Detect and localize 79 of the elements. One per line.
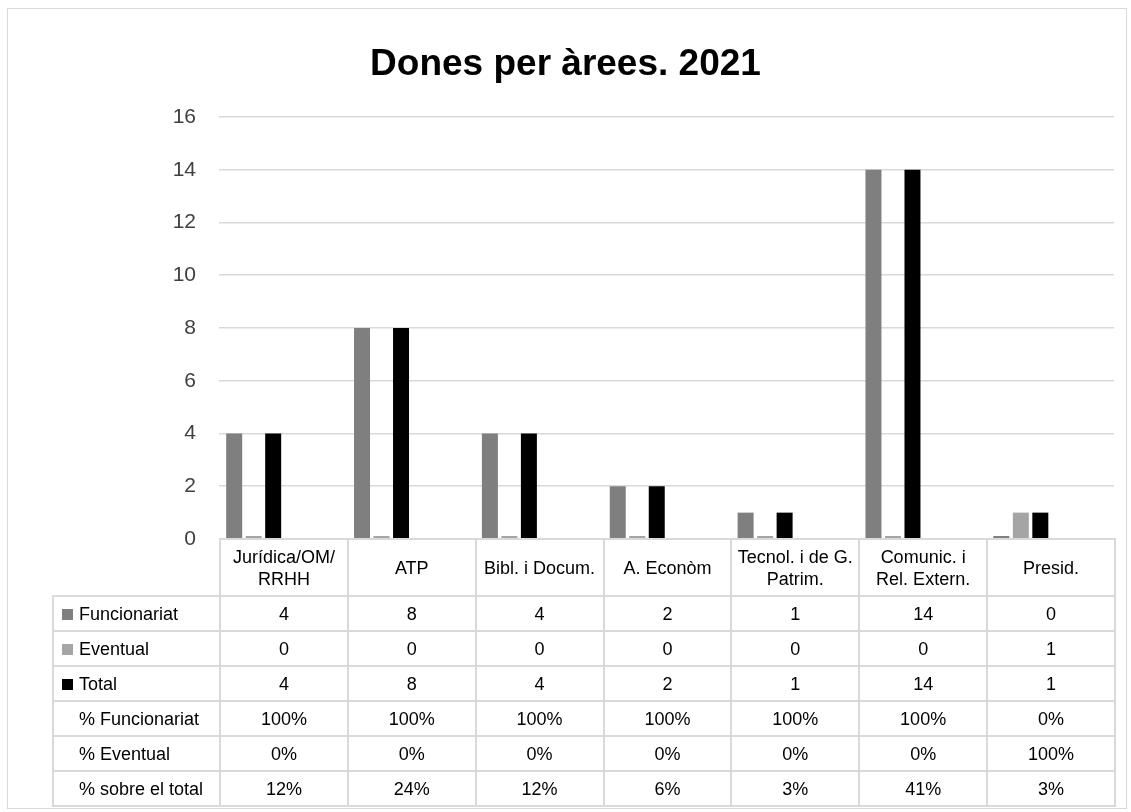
- y-tick-label: 14: [172, 156, 197, 180]
- y-tick-label: 2: [184, 473, 196, 497]
- text: 0%: [654, 743, 681, 764]
- bar: [648, 486, 665, 539]
- data-label: 8: [347, 666, 476, 701]
- text: % Eventual: [79, 743, 171, 764]
- bar: [776, 512, 793, 539]
- y-tick-label: 16: [172, 103, 196, 127]
- text: 100%: [1027, 743, 1074, 764]
- bar: [609, 486, 626, 539]
- data-label: 0: [987, 596, 1115, 631]
- y-tick-label: 12: [172, 209, 196, 233]
- bar: [737, 512, 754, 539]
- bar: [354, 328, 371, 539]
- text: 100%: [772, 708, 819, 729]
- data-label: 0: [859, 631, 988, 666]
- x-tick-label: Presid.: [987, 539, 1115, 596]
- y-tick-label: 10: [172, 262, 196, 286]
- data-label: 1: [731, 666, 860, 701]
- data-label: 0: [603, 631, 732, 666]
- data-label: 14: [859, 666, 988, 701]
- text: 0%: [398, 743, 425, 764]
- data-label: 1: [987, 631, 1115, 666]
- data-label: 8: [347, 596, 476, 631]
- data-label: 14: [859, 596, 988, 631]
- text: 0%: [526, 743, 553, 764]
- text: 24%: [393, 778, 430, 799]
- text: 100%: [516, 708, 563, 729]
- legend-label: Total: [79, 673, 118, 694]
- text: 12%: [265, 778, 302, 799]
- data-label: 0: [475, 631, 604, 666]
- data-label: 2: [603, 666, 732, 701]
- bar: [265, 433, 282, 539]
- bar: [226, 433, 243, 539]
- y-tick-label: 0: [184, 525, 196, 549]
- y-tick-label: 4: [184, 420, 197, 444]
- legend-label: Eventual: [79, 638, 150, 659]
- bar: [1012, 512, 1029, 539]
- text: % sobre el total: [79, 778, 204, 799]
- data-label: 0: [220, 631, 348, 666]
- y-tick-label: 8: [184, 314, 196, 338]
- data-label: 4: [220, 666, 348, 701]
- text: 3%: [1037, 778, 1064, 799]
- data-label: 4: [475, 666, 604, 701]
- data-label: 4: [475, 596, 604, 631]
- bar: [1032, 512, 1049, 539]
- data-label: 2: [603, 596, 732, 631]
- text: 100%: [260, 708, 307, 729]
- text: % Funcionariat: [79, 708, 200, 729]
- text: 100%: [900, 708, 947, 729]
- text: 100%: [388, 708, 435, 729]
- chart-title: Dones per àrees. 2021: [369, 42, 762, 83]
- bar: [520, 433, 537, 539]
- bar: [393, 328, 410, 539]
- bar: [481, 433, 498, 539]
- x-tick-label: Tecnol. i de G. Patrim.: [731, 539, 860, 596]
- bar: [904, 169, 921, 539]
- x-tick-label: A. Econòm: [603, 539, 732, 596]
- text: 0%: [270, 743, 297, 764]
- text: 0%: [910, 743, 937, 764]
- text: 41%: [905, 778, 942, 799]
- text: 3%: [782, 778, 809, 799]
- text: 6%: [654, 778, 681, 799]
- data-label: 1: [731, 596, 860, 631]
- text: 12%: [521, 778, 558, 799]
- text: 0%: [1037, 708, 1064, 729]
- data-label: 0: [347, 631, 476, 666]
- x-tick-label: Jurídica/OM/RRHH: [220, 539, 348, 596]
- x-tick-label: Comunic. i Rel. Extern.: [859, 539, 988, 596]
- bar: [865, 169, 882, 539]
- data-label: 1: [987, 666, 1115, 701]
- data-label: 4: [220, 596, 348, 631]
- x-tick-label: ATP: [347, 539, 476, 596]
- text: 100%: [644, 708, 691, 729]
- data-label: 0: [731, 631, 860, 666]
- text: 0%: [782, 743, 809, 764]
- x-tick-label: Bibl. i Docum.: [475, 539, 604, 596]
- legend-label: Funcionariat: [79, 603, 179, 624]
- y-tick-label: 6: [184, 367, 196, 391]
